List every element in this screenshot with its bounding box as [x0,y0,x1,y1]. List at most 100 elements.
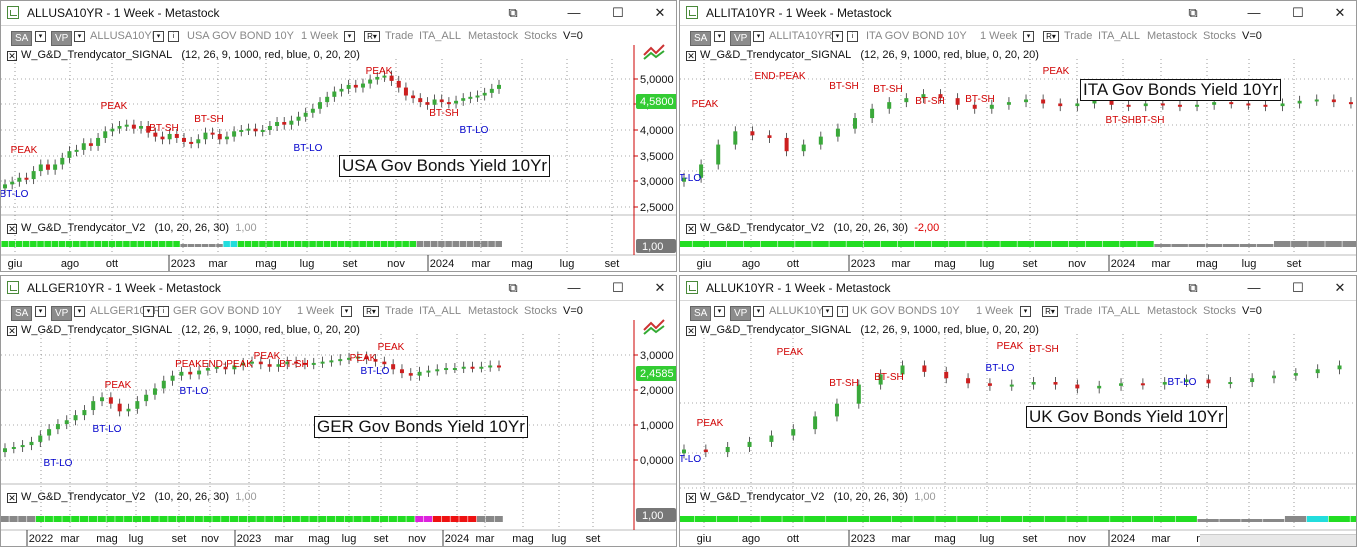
metastock-label[interactable]: Metastock [1147,305,1198,317]
close-indicator-icon[interactable]: ✕ [7,224,17,234]
info-icon[interactable]: i [847,31,858,42]
r-dropdown-button[interactable]: R▾ [364,31,380,42]
period-dropdown-icon[interactable]: ▾ [344,31,355,42]
period-label[interactable]: 1 Week [980,30,1018,42]
restore-down-icon[interactable]: ⧉ [1188,280,1198,295]
metastock-label[interactable]: Metastock [1147,30,1198,42]
window-titlebar[interactable]: ALLUK10YR - 1 Week - Metastock ⧉ — ☐ ✕ [680,276,1356,301]
period-label[interactable]: 1 Week [976,305,1014,317]
r-dropdown-button[interactable]: R▾ [1042,306,1058,317]
v2-indicator-legend[interactable]: ✕ W_G&D_Trendycator_V2 (10, 20, 26, 30) 1… [7,490,257,504]
metastock-label[interactable]: Metastock [468,305,519,317]
signal-indicator-legend[interactable]: ✕ W_G&D_Trendycator_SIGNAL (12, 26, 9, 10… [7,48,360,62]
maximize-button[interactable]: ☐ [1292,280,1304,295]
symbol-label[interactable]: ALLUK10YR [769,305,832,317]
window-titlebar[interactable]: ALLITA10YR - 1 Week - Metastock ⧉ — ☐ ✕ [680,1,1356,26]
close-button[interactable]: ✕ [1334,5,1346,20]
sa-dropdown-icon[interactable]: ▾ [714,31,725,42]
vp-dropdown-icon[interactable]: ▾ [74,306,85,317]
close-indicator-icon[interactable]: ✕ [686,51,696,61]
symbol-dropdown-icon[interactable]: ▾ [143,306,154,317]
trade-label[interactable]: Trade [385,305,414,317]
close-button[interactable]: ✕ [654,280,666,295]
vp-button[interactable]: VP [730,306,752,321]
vp-dropdown-icon[interactable]: ▾ [74,31,85,42]
period-dropdown-icon[interactable]: ▾ [1020,306,1031,317]
period-dropdown-icon[interactable]: ▾ [1023,31,1034,42]
symbol-label[interactable]: ALLUSA10YR [90,30,160,42]
vp-dropdown-icon[interactable]: ▾ [753,31,764,42]
r-dropdown-button[interactable]: R▾ [1043,31,1059,42]
minimize-button[interactable]: — [1247,5,1261,20]
restore-down-icon[interactable]: ⧉ [1188,5,1198,20]
maximize-button[interactable]: ☐ [1292,5,1304,20]
price-chart[interactable]: giuagoott2023marmaglugsetnov2024marmaglu… [680,276,1357,547]
ita-all-label[interactable]: ITA_ALL [419,305,461,317]
sa-dropdown-icon[interactable]: ▾ [35,31,46,42]
symbol-dropdown-icon[interactable]: ▾ [153,31,164,42]
chart-window-ita[interactable]: giu ago ott 2023 mar mag lug set nov 2024 mar mag lu… [679,0,1357,272]
minimize-button[interactable]: — [567,280,581,295]
chart-window-uk[interactable]: giuagoott2023marmaglugsetnov2024marmaglu… [679,275,1357,547]
symbol-label[interactable]: ALLITA10YR [769,30,833,42]
close-indicator-icon[interactable]: ✕ [686,493,696,503]
sa-dropdown-icon[interactable]: ▾ [35,306,46,317]
trade-label[interactable]: Trade [1064,30,1093,42]
close-indicator-icon[interactable]: ✕ [686,224,696,234]
signal-indicator-legend[interactable]: ✕ W_G&D_Trendycator_SIGNAL (12, 26, 9, 10… [686,48,1039,62]
signal-indicator-legend[interactable]: ✕ W_G&D_Trendycator_SIGNAL (12, 26, 9, 10… [7,323,360,337]
info-icon[interactable]: i [837,306,848,317]
stocks-label[interactable]: Stocks [524,305,558,317]
symbol-dropdown-icon[interactable]: ▾ [822,306,833,317]
r-dropdown-button[interactable]: R▾ [363,306,379,317]
sa-button[interactable]: SA [11,31,33,46]
trade-label[interactable]: Trade [1064,305,1093,317]
close-button[interactable]: ✕ [1334,280,1346,295]
symbol-dropdown-icon[interactable]: ▾ [832,31,843,42]
maximize-button[interactable]: ☐ [612,280,624,295]
sa-button[interactable]: SA [690,31,712,46]
v2-indicator-legend[interactable]: ✕ W_G&D_Trendycator_V2 (10, 20, 26, 30) 1… [7,221,257,235]
vp-button[interactable]: VP [51,306,73,321]
vp-button[interactable]: VP [51,31,73,46]
stocks-label[interactable]: Stocks [1203,30,1237,42]
trade-label[interactable]: Trade [385,30,414,42]
info-icon[interactable]: i [168,31,179,42]
vp-button[interactable]: VP [730,31,752,46]
close-indicator-icon[interactable]: ✕ [7,326,17,336]
chart-window-ger[interactable]: 2022 mar mag lug set nov 2023 mar mag lug set nov 20… [0,275,677,547]
sa-dropdown-icon[interactable]: ▾ [714,306,725,317]
close-indicator-icon[interactable]: ✕ [686,326,696,336]
close-button[interactable]: ✕ [654,5,666,20]
info-icon[interactable]: i [158,306,169,317]
window-titlebar[interactable]: ALLGER10YR - 1 Week - Metastock ⧉ — ☐ ✕ [1,276,676,301]
x-tick-label: mag [934,533,955,545]
minimize-button[interactable]: — [1247,280,1261,295]
period-dropdown-icon[interactable]: ▾ [341,306,352,317]
metastock-label[interactable]: Metastock [468,30,519,42]
v2-indicator-legend[interactable]: ✕ W_G&D_Trendycator_V2 (10, 20, 26, 30) 1… [686,490,936,504]
window-titlebar[interactable]: ALLUSA10YR - 1 Week - Metastock ⧉ — ☐ ✕ [1,1,676,26]
ita-all-label[interactable]: ITA_ALL [419,30,461,42]
close-indicator-icon[interactable]: ✕ [7,493,17,503]
sa-button[interactable]: SA [11,306,33,321]
minimize-button[interactable]: — [567,5,581,20]
ita-all-label[interactable]: ITA_ALL [1098,305,1140,317]
close-indicator-icon[interactable]: ✕ [7,51,17,61]
signal-indicator-legend[interactable]: ✕ W_G&D_Trendycator_SIGNAL (12, 26, 9, 10… [686,323,1039,337]
restore-down-icon[interactable]: ⧉ [508,5,518,20]
restore-down-icon[interactable]: ⧉ [508,280,518,295]
chart-window-usa[interactable]: giu ago ott 2023 mar mag lug set nov 2024 mar mag lu… [0,0,677,272]
vp-dropdown-icon[interactable]: ▾ [753,306,764,317]
period-label[interactable]: 1 Week [301,30,339,42]
horizontal-scrollbar[interactable] [1200,534,1356,546]
sa-button[interactable]: SA [690,306,712,321]
stocks-label[interactable]: Stocks [524,30,558,42]
ita-all-label[interactable]: ITA_ALL [1098,30,1140,42]
v2-indicator-legend[interactable]: ✕ W_G&D_Trendycator_V2 (10, 20, 26, 30) -… [686,221,939,235]
maximize-button[interactable]: ☐ [612,5,624,20]
stocks-label[interactable]: Stocks [1203,305,1237,317]
period-label[interactable]: 1 Week [297,305,335,317]
